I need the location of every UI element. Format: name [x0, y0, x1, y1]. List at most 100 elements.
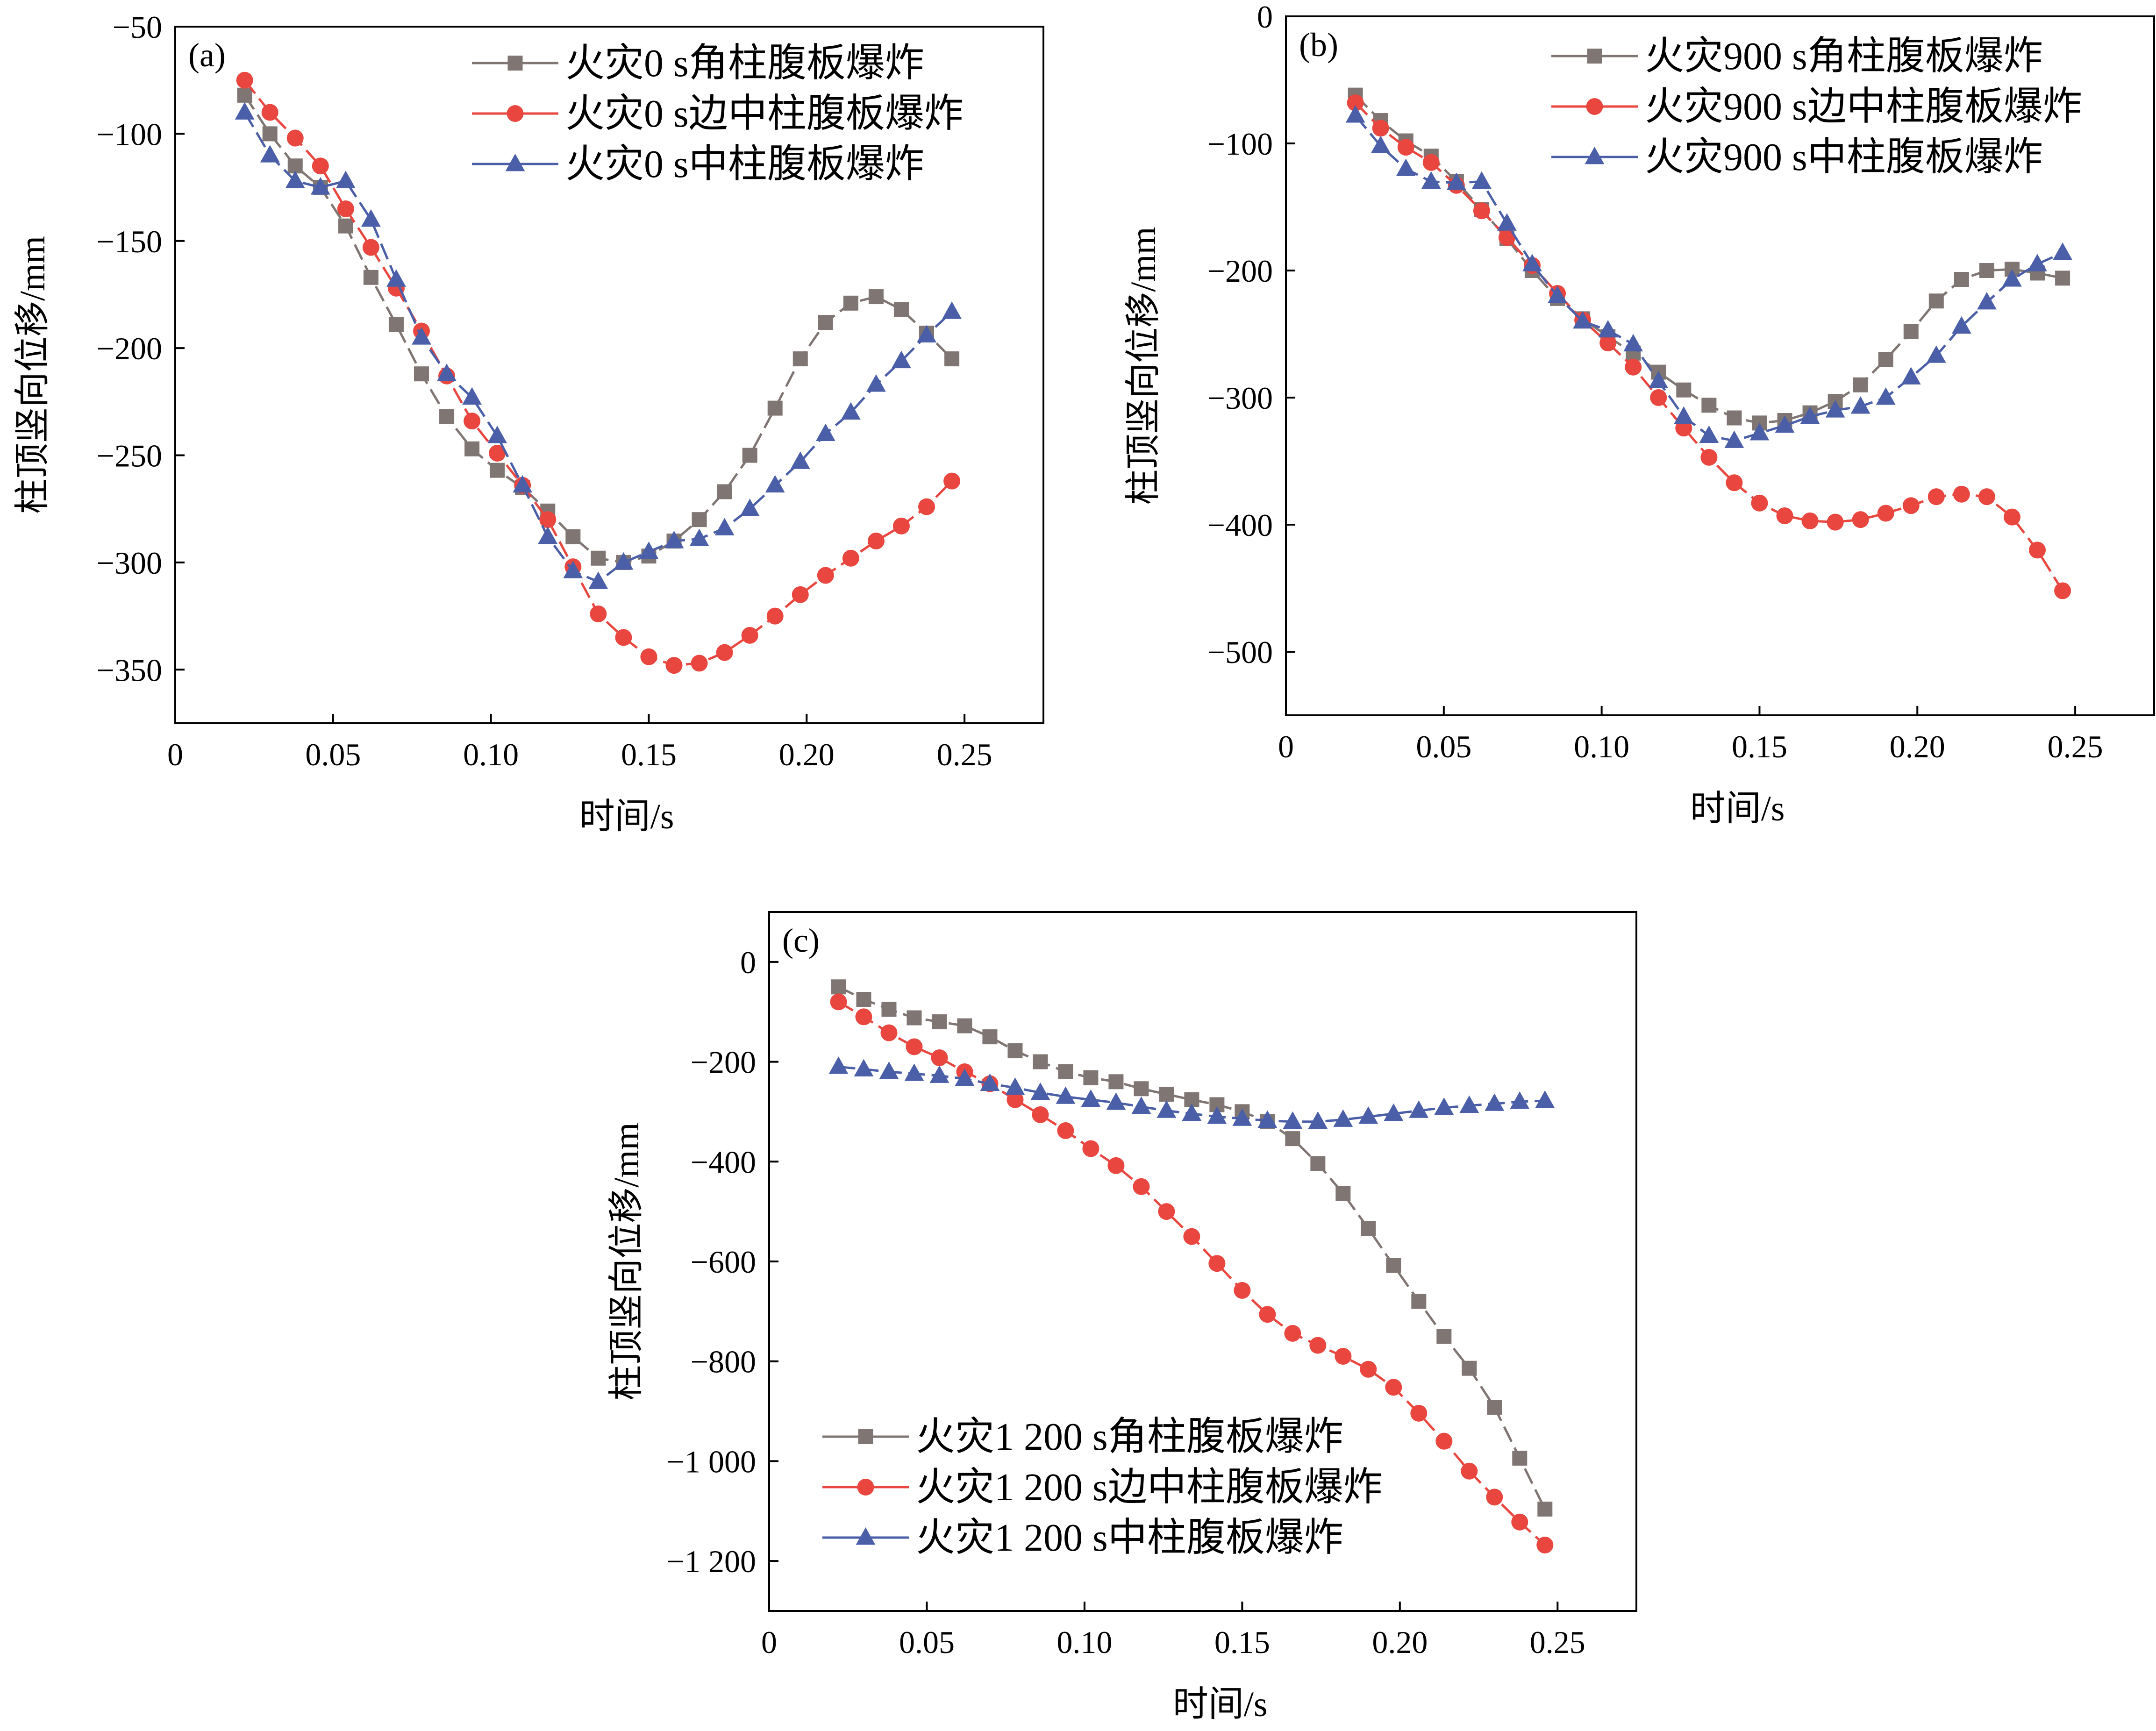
- data-point: [831, 979, 846, 995]
- data-point: [1058, 1064, 1073, 1079]
- legend-entry: 火灾0 s边中柱腹板爆炸: [472, 92, 964, 135]
- data-point: [1183, 1228, 1200, 1245]
- data-point: [1083, 1070, 1099, 1085]
- data-point: [1751, 494, 1768, 512]
- data-point: [1876, 387, 1896, 405]
- data-point: [2003, 508, 2020, 526]
- data-point: [1030, 1082, 1050, 1100]
- data-point: [1510, 1091, 1530, 1109]
- data-point: [462, 387, 482, 405]
- data-point: [565, 529, 581, 544]
- data-point: [866, 374, 886, 392]
- legend-entry: 火灾0 s中柱腹板爆炸: [472, 142, 924, 186]
- data-point: [1471, 171, 1492, 189]
- data-point: [591, 550, 606, 566]
- x-axis-label: 时间/s: [1690, 789, 1785, 828]
- legend-entry: 火灾1 200 s角柱腹板爆炸: [822, 1415, 1343, 1459]
- data-point: [665, 657, 683, 674]
- x-tick-label: 0.25: [937, 737, 992, 772]
- data-point: [1158, 1203, 1175, 1220]
- data-point: [412, 327, 431, 345]
- y-tick-label: −100: [97, 116, 162, 152]
- legend-label: 火灾1 200 s角柱腹板爆炸: [916, 1415, 1343, 1459]
- y-tick-label: −800: [691, 1344, 756, 1380]
- data-point: [388, 317, 404, 332]
- data-point: [691, 655, 708, 672]
- data-point: [893, 302, 909, 317]
- y-tick-label: −300: [97, 545, 162, 581]
- data-point: [1234, 1282, 1251, 1299]
- x-axis-label: 时间/s: [1173, 1685, 1268, 1724]
- data-point: [1285, 1131, 1300, 1147]
- data-point: [1852, 511, 1869, 528]
- y-tick-label: −100: [1207, 126, 1273, 162]
- data-point: [2055, 271, 2070, 286]
- data-point: [1850, 396, 1870, 414]
- data-point: [841, 402, 861, 420]
- data-point: [982, 1029, 998, 1045]
- data-point: [1335, 1348, 1352, 1365]
- data-point: [906, 1038, 923, 1055]
- data-point: [1700, 449, 1718, 466]
- data-point: [1396, 158, 1416, 176]
- data-point: [1498, 229, 1515, 246]
- y-tick-label: 0: [740, 945, 756, 980]
- data-point: [1473, 202, 1490, 220]
- data-point: [1057, 1122, 1074, 1140]
- data-point: [830, 993, 847, 1011]
- data-point: [1487, 1400, 1502, 1415]
- legend-entry: 火灾900 s中柱腹板爆炸: [1551, 135, 2043, 179]
- data-point: [1650, 389, 1667, 406]
- data-point: [236, 71, 253, 89]
- data-point: [261, 104, 278, 121]
- data-point: [1422, 154, 1440, 171]
- data-point: [1384, 1103, 1404, 1121]
- data-point: [2002, 269, 2022, 287]
- panel-label: (a): [188, 36, 226, 74]
- data-point: [942, 301, 962, 319]
- data-point: [414, 366, 429, 382]
- data-point: [1347, 94, 1364, 111]
- legend-entry: 火灾1 200 s中柱腹板爆炸: [822, 1516, 1343, 1560]
- data-point: [1825, 400, 1845, 418]
- data-point: [1522, 254, 1542, 271]
- data-point: [692, 512, 707, 527]
- panel-label: (c): [782, 922, 820, 959]
- data-point: [1434, 1097, 1454, 1115]
- data-point: [1386, 1258, 1401, 1273]
- data-point: [689, 528, 709, 546]
- data-point: [1283, 1111, 1303, 1129]
- data-point: [260, 145, 280, 163]
- chart-panel-b: 0 0.05 0.10 0.15 0.20 0.25 0 −100 −200 −300 −400 −5…: [1124, 0, 2155, 828]
- data-point: [929, 1065, 949, 1083]
- data-point: [1675, 420, 1692, 437]
- data-point: [1701, 398, 1717, 413]
- y-tick-label: −50: [113, 9, 162, 45]
- data-point: [717, 484, 732, 499]
- data-point: [1208, 1255, 1226, 1272]
- legend-marker: [856, 1527, 876, 1545]
- data-point: [815, 423, 835, 442]
- data-point: [1537, 1502, 1553, 1517]
- data-point: [1511, 1513, 1528, 1531]
- data-point: [792, 351, 808, 367]
- series-circle: [830, 993, 1554, 1553]
- data-point: [262, 126, 278, 142]
- data-point: [1361, 1221, 1376, 1236]
- data-point: [310, 177, 330, 195]
- legend-entry: 火灾900 s角柱腹板爆炸: [1551, 35, 2043, 78]
- data-point: [918, 498, 935, 515]
- y-tick-label: −250: [97, 438, 162, 474]
- x-tick-label: 0.10: [1057, 1624, 1112, 1660]
- data-point: [843, 295, 858, 311]
- data-point: [639, 541, 659, 559]
- data-point: [980, 1073, 1000, 1091]
- data-point: [1397, 139, 1414, 156]
- data-point: [741, 627, 758, 644]
- data-point: [487, 426, 507, 443]
- data-point: [614, 552, 634, 570]
- data-point: [931, 1049, 948, 1067]
- data-point: [1853, 377, 1868, 392]
- data-point: [437, 363, 457, 381]
- data-point: [1007, 1091, 1024, 1108]
